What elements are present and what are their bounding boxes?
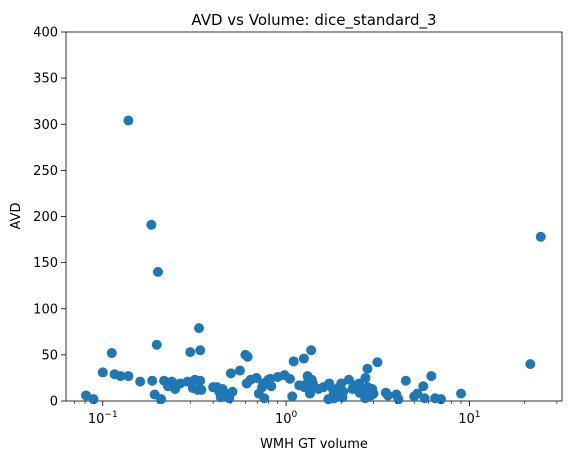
data-point — [106, 348, 117, 359]
y-tick-label: 150 — [33, 256, 58, 271]
data-point — [196, 384, 207, 395]
data-point — [242, 351, 253, 362]
data-point — [343, 374, 354, 385]
data-point — [195, 375, 206, 386]
x-axis-label: WMH GT volume — [260, 437, 368, 452]
y-tick-label: 0 — [50, 395, 58, 410]
chart-title: AVD vs Volume: dice_standard_3 — [191, 11, 436, 30]
data-point — [146, 219, 157, 230]
data-point — [288, 356, 299, 367]
data-point — [135, 376, 146, 387]
y-tick-label: 400 — [33, 26, 58, 41]
data-point — [227, 386, 238, 397]
y-tick-label: 200 — [33, 210, 58, 225]
data-point — [151, 339, 162, 350]
data-point — [525, 359, 536, 370]
x-tick-label: 10−1 — [88, 410, 118, 427]
data-point — [298, 353, 309, 364]
data-point — [426, 371, 437, 382]
data-point — [336, 378, 347, 389]
data-point — [412, 388, 423, 399]
data-point — [259, 393, 270, 404]
data-point — [195, 345, 206, 356]
data-point — [123, 115, 134, 126]
data-point — [284, 373, 295, 384]
y-tick-label: 300 — [33, 118, 58, 133]
data-point — [123, 371, 134, 382]
data-point — [251, 372, 262, 383]
y-tick-label: 250 — [33, 164, 58, 179]
data-point — [152, 266, 163, 277]
data-point — [115, 371, 126, 382]
data-point — [456, 388, 467, 399]
data-point — [436, 394, 447, 405]
data-point — [225, 368, 236, 379]
data-point — [306, 345, 317, 356]
points-layer — [81, 115, 546, 405]
data-point — [156, 394, 167, 405]
y-tick-label: 100 — [33, 302, 58, 317]
data-point — [418, 381, 429, 392]
x-tick-label: 100 — [275, 410, 298, 427]
x-axis-ticks: 10−1 100 101 — [74, 401, 558, 427]
data-point — [194, 323, 205, 334]
y-tick-label: 50 — [41, 348, 58, 363]
data-point — [362, 363, 373, 374]
data-point — [368, 388, 379, 399]
data-point — [400, 375, 411, 386]
data-point — [88, 394, 99, 405]
data-point — [338, 386, 349, 397]
data-point — [419, 393, 430, 404]
x-tick-label: 101 — [458, 410, 480, 427]
plot-area-border — [65, 31, 563, 402]
data-point — [372, 357, 383, 368]
data-point — [304, 388, 315, 399]
data-point — [147, 375, 158, 386]
data-point — [97, 367, 108, 378]
y-axis-ticks: 0 50 100 150 200 250 300 350 400 — [33, 26, 66, 410]
data-point — [81, 390, 92, 401]
data-point — [234, 365, 245, 376]
plot-frame — [65, 31, 563, 402]
data-point — [393, 394, 404, 405]
data-point — [185, 347, 196, 358]
data-point — [383, 390, 394, 401]
data-point — [287, 391, 298, 402]
data-point — [360, 372, 371, 383]
y-tick-label: 350 — [33, 72, 58, 87]
data-point — [266, 381, 277, 392]
data-point — [535, 231, 546, 242]
y-axis-label: AVD — [9, 203, 24, 230]
